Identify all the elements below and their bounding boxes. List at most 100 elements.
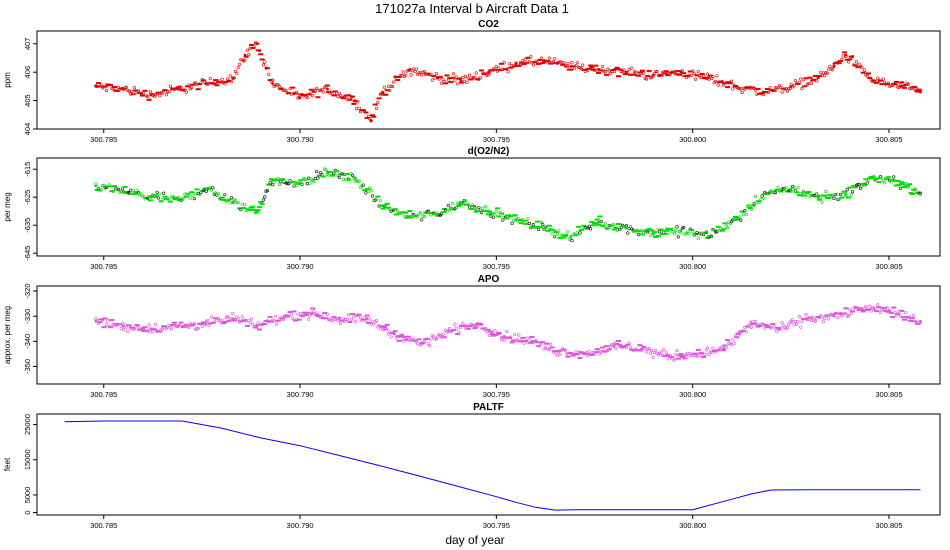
data-point [344, 177, 348, 181]
data-point [158, 94, 162, 98]
data-point [514, 62, 518, 66]
data-point [321, 90, 325, 94]
data-point [570, 61, 574, 65]
data-point [357, 179, 361, 183]
data-point [192, 197, 196, 201]
data-point [102, 183, 106, 188]
data-point [600, 64, 605, 69]
data-point [448, 326, 452, 331]
data-point [121, 324, 125, 328]
x-tick-label: 300.790 [286, 262, 313, 271]
data-point [654, 348, 658, 353]
data-point [199, 81, 203, 85]
data-point [124, 325, 129, 329]
data-point [235, 71, 239, 75]
x-tick-label: 300.795 [483, 262, 510, 271]
data-point [827, 67, 831, 71]
data-point [881, 178, 885, 183]
data-point [702, 74, 706, 78]
data-point [160, 197, 164, 202]
data-point [912, 313, 916, 317]
data-point [763, 326, 767, 330]
data-point [836, 197, 840, 202]
data-point [268, 181, 272, 185]
data-point [248, 320, 252, 325]
data-point [719, 347, 723, 351]
data-point [311, 94, 315, 98]
data-point [401, 339, 405, 343]
data-point [904, 311, 908, 315]
data-point [648, 76, 653, 80]
data-point [720, 80, 724, 84]
data-point [889, 83, 893, 88]
data-point [690, 353, 694, 357]
data-point [612, 344, 616, 348]
data-point [216, 316, 220, 321]
data-point [775, 86, 779, 90]
data-point [555, 232, 559, 236]
data-point [365, 317, 369, 321]
data-point [454, 75, 458, 79]
data-point [142, 194, 146, 199]
data-point [200, 324, 204, 328]
data-point [236, 317, 240, 321]
data-point [565, 233, 569, 237]
data-point [376, 100, 380, 104]
data-point [690, 73, 694, 77]
data-point [791, 318, 795, 322]
data-point [691, 69, 695, 73]
data-point [672, 232, 676, 236]
data-point [167, 90, 171, 94]
data-point [409, 73, 413, 77]
data-point [459, 201, 463, 205]
data-point [223, 192, 227, 197]
data-point [255, 324, 259, 328]
data-point [332, 171, 336, 175]
data-point [574, 64, 578, 68]
data-point [308, 314, 312, 318]
x-tick-label: 300.795 [483, 521, 510, 530]
data-point [312, 180, 316, 184]
data-point [881, 77, 885, 81]
data-point [401, 70, 405, 74]
data-point [614, 346, 618, 350]
x-tick-label: 300.805 [875, 390, 902, 399]
data-point [271, 179, 274, 182]
data-point [640, 347, 644, 351]
data-point [651, 355, 655, 359]
data-point [687, 231, 691, 235]
data-point [416, 214, 420, 219]
data-point [827, 317, 831, 321]
data-point [611, 223, 615, 227]
data-point [330, 318, 335, 323]
data-point [551, 60, 555, 64]
data-point [148, 90, 153, 94]
data-point [267, 72, 271, 76]
data-point [789, 84, 793, 88]
data-point [346, 313, 351, 317]
data-point [304, 177, 308, 182]
data-point [404, 73, 408, 77]
plot-frame [36, 413, 941, 516]
data-point [906, 185, 911, 189]
data-point [408, 67, 412, 71]
data-point [243, 318, 247, 323]
data-point [650, 348, 654, 352]
data-point [578, 231, 582, 235]
data-point [370, 194, 375, 198]
y-tick-label: 405 [23, 94, 32, 107]
data-point [434, 71, 438, 76]
data-point [636, 233, 641, 237]
data-point [272, 319, 276, 323]
data-point [307, 317, 311, 321]
data-point [627, 68, 631, 72]
data-point [414, 340, 418, 344]
data-point [727, 341, 731, 345]
data-point [447, 329, 451, 333]
data-point [122, 328, 126, 332]
data-point [345, 317, 349, 321]
data-point [344, 318, 348, 322]
data-point [732, 341, 736, 345]
data-point [499, 337, 504, 342]
data-point [793, 78, 797, 83]
